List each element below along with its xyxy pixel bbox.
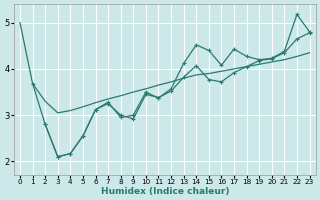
X-axis label: Humidex (Indice chaleur): Humidex (Indice chaleur) xyxy=(100,187,229,196)
